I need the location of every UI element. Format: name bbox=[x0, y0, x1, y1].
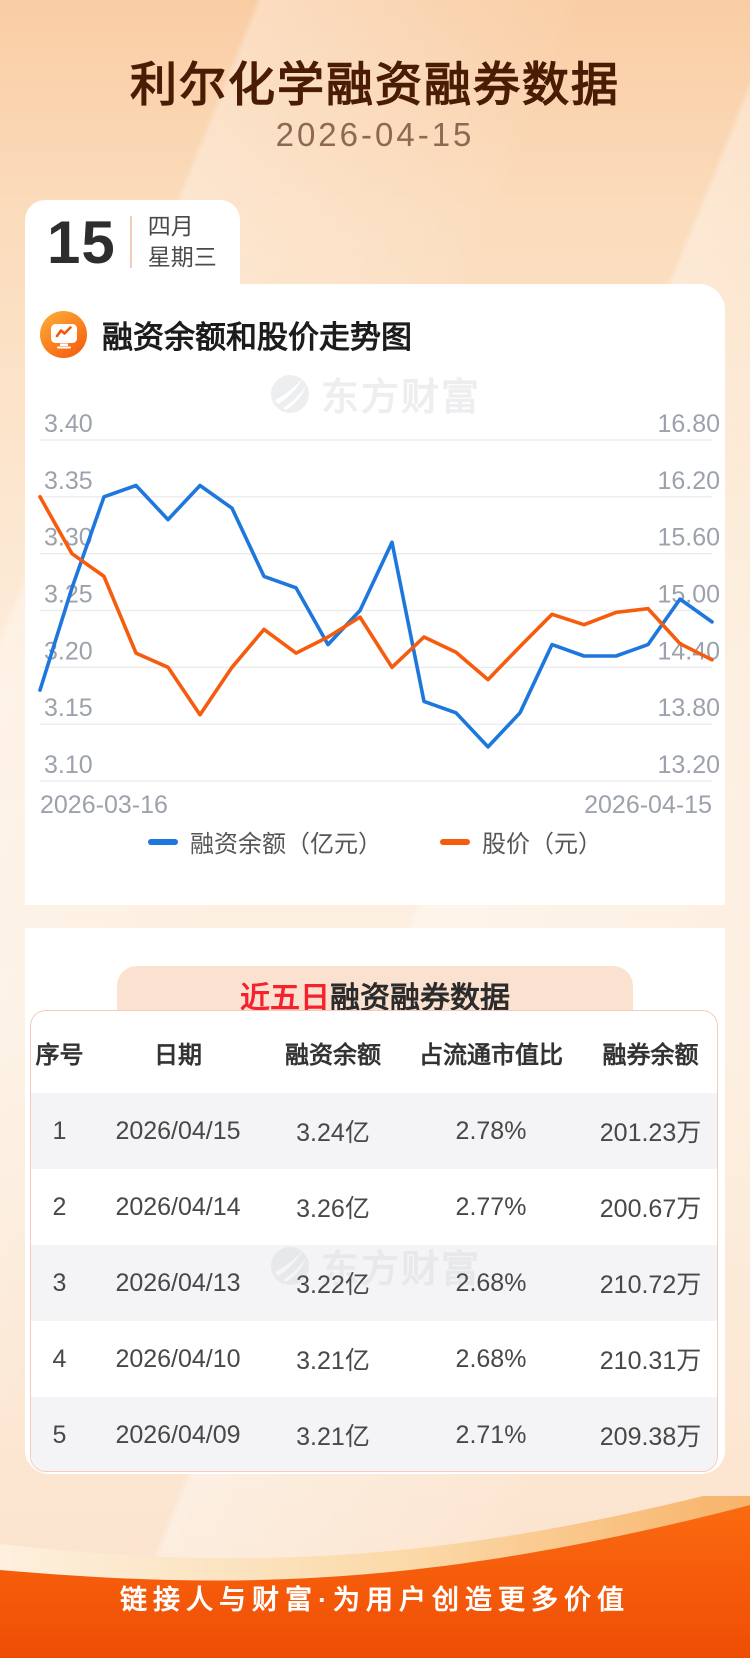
footer-slogan: 链接人与财富·为用户创造更多价值 bbox=[120, 1585, 630, 1615]
svg-text:3.40: 3.40 bbox=[44, 410, 93, 438]
svg-text:3.10: 3.10 bbox=[44, 751, 93, 779]
svg-text:2026-04-15: 2026-04-15 bbox=[584, 791, 712, 819]
svg-text:14.40: 14.40 bbox=[657, 637, 720, 665]
footer-wave bbox=[0, 1496, 750, 1658]
table-row: 1 2026/04/15 3.24亿 2.78% 201.23万 bbox=[31, 1093, 717, 1169]
table-row: 5 2026/04/09 3.21亿 2.71% 209.38万 bbox=[31, 1397, 717, 1471]
table-header-cell: 融券余额 bbox=[602, 1041, 699, 1069]
table-row: 2 2026/04/14 3.26亿 2.77% 200.67万 bbox=[31, 1169, 717, 1245]
table-cell: 3.21亿 bbox=[296, 1347, 370, 1375]
table-cell: 4 bbox=[52, 1344, 67, 1373]
table-title-rest: 融资融券数据 bbox=[330, 982, 510, 1015]
table-cell: 209.38万 bbox=[599, 1423, 702, 1451]
table-header-cell: 占流通市值比 bbox=[419, 1041, 563, 1069]
date-card-month: 四月 bbox=[147, 213, 194, 239]
table-header-cell: 日期 bbox=[154, 1041, 202, 1069]
table-cell: 210.31万 bbox=[599, 1347, 702, 1375]
svg-text:15.60: 15.60 bbox=[657, 524, 720, 552]
legend-item-margin-balance: 融资余额（亿元） bbox=[148, 824, 382, 859]
table-cell: 3.21亿 bbox=[296, 1423, 370, 1451]
svg-text:2026-03-16: 2026-03-16 bbox=[40, 791, 168, 819]
table-row: 3 2026/04/13 3.22亿 2.68% 210.72万 bbox=[31, 1245, 717, 1321]
svg-text:13.20: 13.20 bbox=[657, 751, 720, 779]
table-cell: 2026/04/14 bbox=[115, 1192, 241, 1221]
table-cell: 2.78% bbox=[455, 1116, 527, 1145]
table-cell: 2026/04/10 bbox=[115, 1344, 241, 1373]
table-title-highlight: 近五日 bbox=[240, 982, 330, 1015]
chart-section-title: 融资余额和股价走势图 bbox=[102, 320, 412, 355]
svg-text:16.20: 16.20 bbox=[657, 467, 720, 495]
table-cell: 3.22亿 bbox=[296, 1271, 370, 1299]
date-card-divider bbox=[129, 216, 132, 268]
chart-section-header: 融资余额和股价走势图 bbox=[40, 311, 412, 358]
svg-text:16.80: 16.80 bbox=[657, 410, 720, 438]
chart-card bbox=[25, 284, 725, 905]
table-cell: 2026/04/09 bbox=[115, 1420, 241, 1449]
legend-label-margin-balance: 融资余额（亿元） bbox=[190, 831, 382, 858]
table-cell: 200.67万 bbox=[599, 1195, 702, 1223]
date-card: 15 四月 星期三 bbox=[25, 200, 240, 284]
page-title: 利尔化学融资融券数据 bbox=[130, 58, 620, 111]
table-cell: 3.26亿 bbox=[296, 1195, 370, 1223]
legend-swatch-blue bbox=[148, 838, 178, 845]
trend-chart: 3.40 16.80 3.35 16.20 3.30 15.60 3.25 15.00 3.20… bbox=[20, 402, 730, 822]
table-cell: 2.71% bbox=[455, 1420, 527, 1449]
svg-text:3.15: 3.15 bbox=[44, 694, 93, 722]
legend-swatch-orange bbox=[440, 838, 470, 845]
table-cell: 2.68% bbox=[455, 1344, 527, 1373]
table-header-row: 序号 日期 融资余额 占流通市值比 融券余额 bbox=[31, 1011, 717, 1093]
legend-label-stock-price: 股价（元） bbox=[482, 831, 602, 858]
table-cell: 210.72万 bbox=[599, 1271, 702, 1299]
table-cell: 3 bbox=[52, 1268, 67, 1297]
date-card-weekday: 星期三 bbox=[147, 244, 217, 270]
trend-chart-canvas: 3.40 16.803.35 16.203.30 15.603.25 15.003.20… bbox=[38, 410, 720, 819]
table-cell: 2.77% bbox=[455, 1192, 527, 1221]
table-cell: 2026/04/15 bbox=[115, 1116, 241, 1145]
svg-text:13.80: 13.80 bbox=[657, 694, 720, 722]
chart-monitor-icon bbox=[40, 311, 87, 358]
report-date: 2026-04-15 bbox=[275, 116, 475, 153]
table-row: 4 2026/04/10 3.21亿 2.68% 210.31万 bbox=[31, 1321, 717, 1397]
table-cell: 1 bbox=[52, 1116, 67, 1145]
table-header-cell: 融资余额 bbox=[285, 1041, 381, 1069]
table-cell: 2.68% bbox=[455, 1268, 527, 1297]
table-header-cell: 序号 bbox=[35, 1041, 84, 1069]
date-card-calendar: 四月 星期三 bbox=[148, 211, 217, 273]
date-card-day: 15 bbox=[47, 208, 116, 276]
table-cell: 2 bbox=[52, 1192, 67, 1221]
margin-data-table: 序号 日期 融资余额 占流通市值比 融券余额 1 2026/04/15 3.24亿 2.78% 2… bbox=[30, 1010, 718, 1472]
table-cell: 201.23万 bbox=[599, 1119, 702, 1147]
table-cell: 5 bbox=[52, 1420, 67, 1449]
table-cell: 2026/04/13 bbox=[115, 1268, 241, 1297]
legend-item-stock-price: 股价（元） bbox=[440, 824, 602, 859]
svg-text:3.35: 3.35 bbox=[44, 467, 93, 495]
chart-legend: 融资余额（亿元） 股价（元） bbox=[0, 824, 750, 859]
table-cell: 3.24亿 bbox=[296, 1119, 370, 1147]
